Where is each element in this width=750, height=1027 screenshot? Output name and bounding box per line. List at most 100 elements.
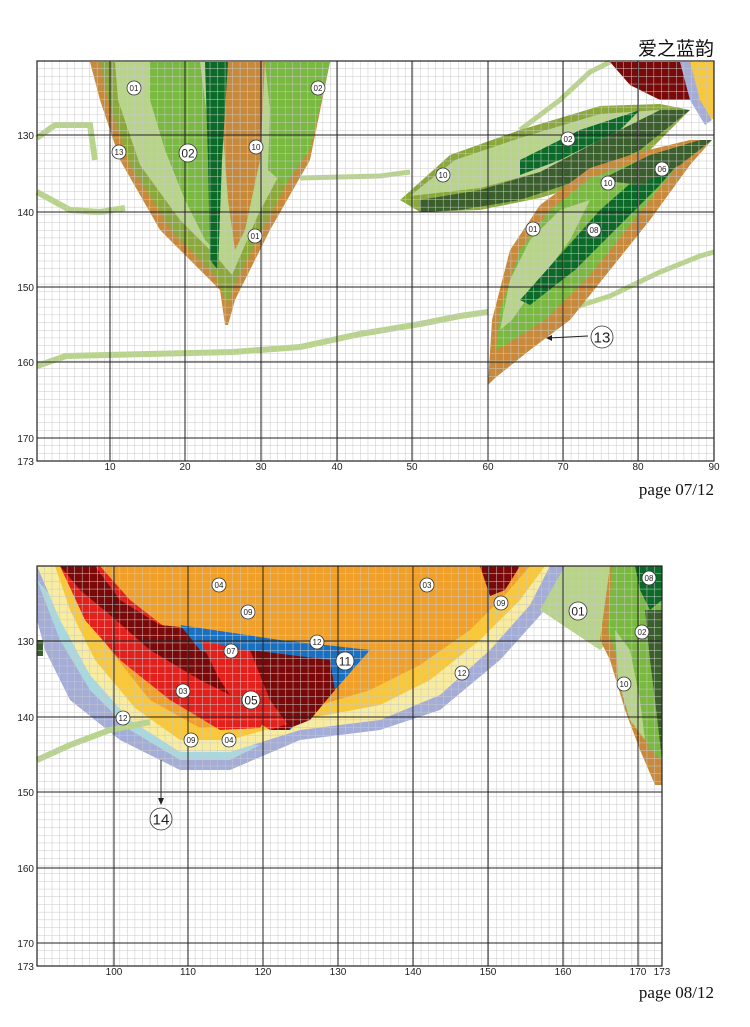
stem-left <box>35 122 98 161</box>
arrow-13-head-page-1 <box>546 335 552 341</box>
symbol-label: 03 <box>423 581 432 590</box>
symbol-label: 12 <box>119 714 128 723</box>
symbol-marker-01: 01 <box>247 228 263 244</box>
symbol-marker-01: 01 <box>525 221 541 237</box>
symbol-marker-13: 13 <box>590 325 614 349</box>
x-tick-label: 40 <box>331 462 343 473</box>
symbol-marker-04: 04 <box>211 577 227 593</box>
leaf-left-vein <box>205 62 228 270</box>
flower-corner-dark <box>610 62 700 100</box>
symbol-marker-08: 08 <box>641 570 657 586</box>
x-tick-label: 160 <box>555 967 572 978</box>
symbol-marker-09: 09 <box>183 732 199 748</box>
symbol-label: 02 <box>564 135 573 144</box>
symbol-label: 02 <box>181 146 195 160</box>
symbol-label: 06 <box>658 165 667 174</box>
y-tick-label: 140 <box>17 208 34 219</box>
leaf-p2-dark <box>645 610 662 760</box>
leaf-p2-edge <box>37 640 43 656</box>
grid-page-1 <box>36 60 715 462</box>
stem-lower <box>36 309 489 369</box>
x-tick-label: 10 <box>104 462 116 473</box>
x-tick-label: 100 <box>106 967 123 978</box>
x-tick-label: 90 <box>708 462 720 473</box>
y-tick-label: 160 <box>17 864 34 875</box>
symbol-marker-11: 11 <box>335 651 355 671</box>
y-tick-label: 150 <box>17 788 34 799</box>
pattern-title: 爱之蓝韵 <box>637 38 714 60</box>
symbol-label: 01 <box>251 232 260 241</box>
y-tick-label: 173 <box>17 962 34 973</box>
symbol-marker-10: 10 <box>600 175 616 191</box>
x-tick-label: 130 <box>330 967 347 978</box>
leaf-left-right-green <box>265 62 330 185</box>
y-tick-label: 173 <box>17 457 34 468</box>
symbol-label: 13 <box>594 329 611 346</box>
x-tick-label: 150 <box>480 967 497 978</box>
symbol-label: 01 <box>571 604 585 618</box>
symbol-label: 01 <box>529 225 538 234</box>
symbol-label: 03 <box>179 687 188 696</box>
symbol-label: 12 <box>458 669 467 678</box>
motif-fills-page-2 <box>35 566 662 785</box>
y-tick-label: 160 <box>17 358 34 369</box>
stem-right <box>559 249 715 315</box>
arrow-13-page-1 <box>547 335 589 339</box>
y-ticks-page-2: 130 140 150 160 170 173 <box>17 637 34 973</box>
symbol-label: 09 <box>497 599 506 608</box>
symbol-label: 05 <box>244 693 258 707</box>
symbols-page-1: 01 02 13 02 10 01 02 10 10 06 01 08 13 <box>111 80 670 349</box>
symbol-label: 10 <box>620 680 629 689</box>
y-tick-label: 140 <box>17 713 34 724</box>
stem-p2-left <box>35 719 151 763</box>
symbol-label: 08 <box>645 574 654 583</box>
symbol-label: 08 <box>590 226 599 235</box>
y-tick-label: 150 <box>17 283 34 294</box>
symbol-marker-01: 01 <box>126 80 142 96</box>
symbols-page-2: 04 03 09 09 01 08 02 12 07 11 03 05 12 12 09 04 10 14 <box>115 570 657 831</box>
x-tick-label: 170 <box>630 967 647 978</box>
x-ticks-page-2: 100 110 120 130 140 150 160 170 173 <box>106 967 671 978</box>
symbol-label: 02 <box>638 628 647 637</box>
symbol-marker-12: 12 <box>115 710 131 726</box>
x-tick-label: 30 <box>255 462 267 473</box>
symbol-marker-10: 10 <box>248 139 264 155</box>
pattern-page-1: 10 20 30 40 50 60 70 80 90 130 140 150 160 170 173 01… <box>17 59 720 473</box>
symbol-marker-09: 09 <box>493 595 509 611</box>
stem-left-2 <box>35 189 126 216</box>
x-tick-label: 173 <box>654 967 671 978</box>
y-tick-label: 170 <box>17 939 34 950</box>
x-ticks-page-1: 10 20 30 40 50 60 70 80 90 <box>104 462 720 473</box>
symbol-marker-14: 14 <box>149 807 173 831</box>
symbol-marker-12: 12 <box>309 634 325 650</box>
symbol-marker-02: 02 <box>560 131 576 147</box>
grid-page-2 <box>36 565 663 967</box>
symbol-marker-09: 09 <box>240 604 256 620</box>
page-label-2: page 08/12 <box>638 983 714 1002</box>
x-tick-label: 140 <box>405 967 422 978</box>
symbol-marker-08: 08 <box>586 222 602 238</box>
symbol-marker-13: 13 <box>111 144 127 160</box>
page-label-1: page 07/12 <box>638 480 714 499</box>
symbol-marker-10: 10 <box>616 676 632 692</box>
symbol-marker-02: 02 <box>310 80 326 96</box>
y-tick-label: 130 <box>17 637 34 648</box>
symbol-marker-02: 02 <box>634 624 650 640</box>
x-tick-label: 120 <box>255 967 272 978</box>
symbol-marker-04: 04 <box>221 732 237 748</box>
x-tick-label: 80 <box>632 462 644 473</box>
symbol-label: 13 <box>115 148 124 157</box>
x-tick-label: 60 <box>482 462 494 473</box>
symbol-marker-01: 01 <box>568 601 588 621</box>
symbol-label: 07 <box>227 647 236 656</box>
symbol-marker-02: 02 <box>178 143 198 163</box>
stem-mid <box>299 169 411 181</box>
symbol-label: 04 <box>215 581 224 590</box>
x-tick-label: 70 <box>557 462 569 473</box>
pattern-page-2: 100 110 120 130 140 150 160 170 173 130 140 150 160… <box>17 565 671 978</box>
symbol-label: 10 <box>604 179 613 188</box>
symbol-marker-12: 12 <box>454 665 470 681</box>
y-tick-label: 170 <box>17 434 34 445</box>
flower-corner-blue <box>680 62 712 125</box>
